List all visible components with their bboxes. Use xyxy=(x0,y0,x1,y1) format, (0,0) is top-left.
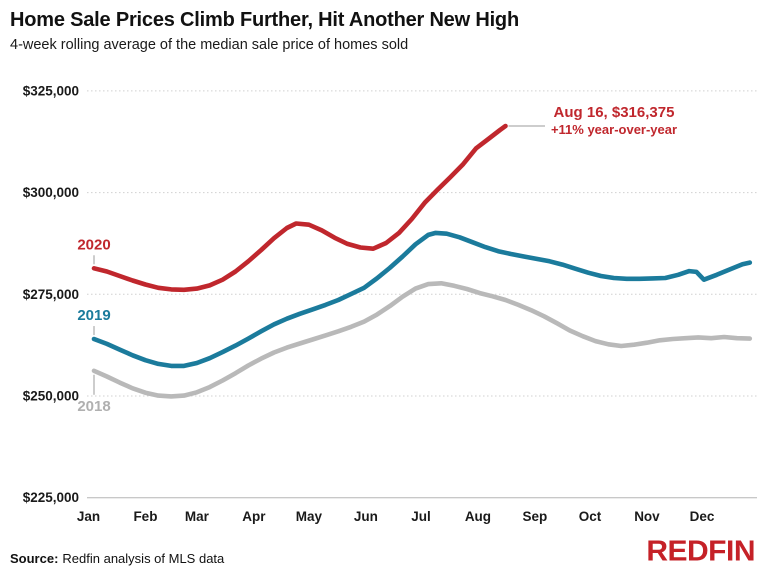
line-2019 xyxy=(91,230,753,369)
x-axis-label-sep: Sep xyxy=(523,509,548,524)
x-axis-label-jan: Jan xyxy=(77,509,100,524)
x-axis-label-oct: Oct xyxy=(579,509,602,524)
y-axis-label: $275,000 xyxy=(23,287,79,302)
x-axis-label-apr: Apr xyxy=(242,509,266,524)
peak-annotation-value: Aug 16, $316,375 xyxy=(553,104,675,121)
source-text: Redfin analysis of MLS data xyxy=(62,551,225,566)
series-label-2018: 2018 xyxy=(77,398,110,415)
source-note: Source: Redfin analysis of MLS data xyxy=(10,551,224,566)
x-axis-label-mar: Mar xyxy=(185,509,210,524)
chart-title: Home Sale Prices Climb Further, Hit Anot… xyxy=(10,9,519,31)
y-axis-label: $250,000 xyxy=(23,389,79,404)
line-2018 xyxy=(91,280,753,399)
line-2020 xyxy=(91,123,508,293)
x-axis-label-dec: Dec xyxy=(690,509,715,524)
x-axis-label-nov: Nov xyxy=(634,509,660,524)
chart-subtitle: 4-week rolling average of the median sal… xyxy=(10,37,409,53)
x-axis-label-may: May xyxy=(296,509,323,524)
series-label-2019: 2019 xyxy=(77,307,110,324)
peak-annotation-yoy: +11% year-over-year xyxy=(550,122,678,137)
y-axis-label: $225,000 xyxy=(23,490,79,505)
y-axis-label: $325,000 xyxy=(23,83,79,98)
redfin-logo: REDFIN xyxy=(646,535,755,568)
source-label: Source: xyxy=(10,551,59,566)
y-axis-label: $300,000 xyxy=(23,185,79,200)
series-label-2020: 2020 xyxy=(77,236,110,253)
x-axis-label-jul: Jul xyxy=(411,509,431,524)
peak-annotation: Aug 16, $316,375 +11% year-over-year xyxy=(540,104,688,138)
x-axis-label-feb: Feb xyxy=(133,509,157,524)
x-axis-label-aug: Aug xyxy=(465,509,491,524)
x-axis-label-jun: Jun xyxy=(354,509,378,524)
